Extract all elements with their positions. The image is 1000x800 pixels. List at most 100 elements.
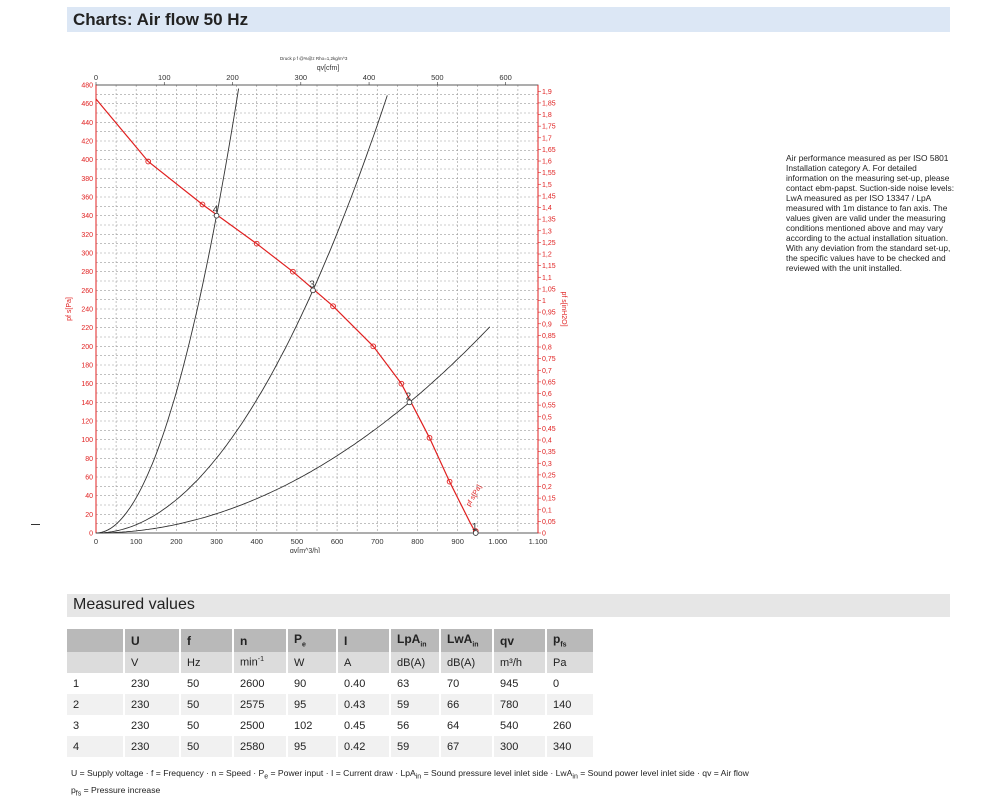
unit-cell: V xyxy=(124,652,181,673)
unit-cell: Pa xyxy=(546,652,595,673)
y-right-tick-label: 1,05 xyxy=(542,286,556,293)
unit-cell: m³/h xyxy=(493,652,547,673)
table-cell: 2500 xyxy=(233,715,288,736)
y-left-tick-label: 420 xyxy=(81,139,93,146)
y-right-tick-label: 0 xyxy=(542,531,546,538)
y-right-tick-label: 1,8 xyxy=(542,112,552,119)
x-tick-label: 0 xyxy=(94,537,98,546)
y-left-tick-label: 220 xyxy=(81,325,93,332)
table-cell: 260 xyxy=(546,715,595,736)
x-axis-label: qv[m^3/h] xyxy=(290,548,320,553)
measurement-note: Air performance measured as per ISO 5801… xyxy=(786,153,955,273)
y-left-tick-label: 240 xyxy=(81,307,93,314)
y-right-tick-label: 0,45 xyxy=(542,426,556,433)
legend-line-1: U = Supply voltage · f = Frequency · n =… xyxy=(71,768,749,781)
curve-marker xyxy=(290,268,296,275)
y-left-tick-label: 80 xyxy=(85,456,93,463)
x-tick-label: 500 xyxy=(291,537,304,546)
airflow-chart: Druck p f @%@z Rho=1,2kg/m^3qv[cfm]0 100 2… xyxy=(66,56,567,553)
operating-point-label: 4 xyxy=(213,205,219,216)
table-cell: 50 xyxy=(180,715,234,736)
operating-point-label: 1 xyxy=(472,522,478,533)
y-left-tick-label: 380 xyxy=(81,176,93,183)
y-right-tick-label: 0,3 xyxy=(542,461,552,468)
unit-cell: min-1 xyxy=(233,652,288,673)
y-right-tick-label: 1,65 xyxy=(542,147,556,154)
table-cell: 102 xyxy=(287,715,338,736)
y-left-tick-label: 360 xyxy=(81,195,93,202)
y-left-tick-label: 480 xyxy=(81,83,93,90)
y-right-tick-label: 1 xyxy=(542,298,546,305)
x-tick-label: 100 xyxy=(130,537,143,546)
table-cell: 2580 xyxy=(233,736,288,757)
y-left-axis-label: pf s[Pa] xyxy=(66,297,73,321)
y-right-tick-label: 1,85 xyxy=(542,100,556,107)
y-right-tick-label: 1,3 xyxy=(542,228,552,235)
legend-line-2: pfs = Pressure increase xyxy=(71,784,161,798)
operating-point-marker xyxy=(406,399,413,406)
x-tick-label: 400 xyxy=(250,537,263,546)
y-right-tick-label: 1,25 xyxy=(542,240,556,247)
top-tick-label: 500 xyxy=(431,73,444,82)
top-tick-label: 0 xyxy=(94,73,98,82)
operating-point-label: 2 xyxy=(406,391,412,402)
y-left-tick-label: 60 xyxy=(85,475,93,482)
system-resistance-curve xyxy=(96,95,388,534)
table-units-row: V Hz min-1 W A dB(A) dB(A) m³/h Pa xyxy=(67,652,595,673)
y-left-tick-label: 180 xyxy=(81,363,93,370)
col-header-pressure: pfs xyxy=(546,629,595,652)
operating-point-marker xyxy=(213,212,220,219)
table-cell: 230 xyxy=(124,736,181,757)
y-right-tick-label: 1,35 xyxy=(542,217,556,224)
table-cell: 95 xyxy=(287,694,338,715)
y-left-tick-label: 200 xyxy=(81,344,93,351)
y-right-tick-label: 1,1 xyxy=(542,275,552,282)
table-cell: 140 xyxy=(546,694,595,715)
table-cell: 90 xyxy=(287,673,338,694)
y-right-axis-label: pf s[inH2O] xyxy=(560,291,567,326)
x-tick-label: 200 xyxy=(170,537,183,546)
unit-cell: dB(A) xyxy=(390,652,441,673)
table-row: 2 230 50 2575 95 0.43 59 66 780 140 xyxy=(67,694,595,715)
top-tick-label: 200 xyxy=(226,73,239,82)
table-cell: 0.40 xyxy=(337,673,391,694)
y-left-tick-label: 400 xyxy=(81,157,93,164)
table-cell: 540 xyxy=(493,715,547,736)
x-tick-label: 800 xyxy=(411,537,424,546)
unit-cell: A xyxy=(337,652,391,673)
table-cell: 945 xyxy=(493,673,547,694)
table-cell: 1 xyxy=(67,673,125,694)
y-right-tick-label: 1,4 xyxy=(542,205,552,212)
y-right-tick-label: 1,9 xyxy=(542,89,552,96)
top-tick-label: 100 xyxy=(158,73,171,82)
table-cell: 4 xyxy=(67,736,125,757)
y-right-tick-label: 0,2 xyxy=(542,484,552,491)
y-right-tick-label: 0,6 xyxy=(542,391,552,398)
table-cell: 63 xyxy=(390,673,441,694)
table-cell: 66 xyxy=(440,694,494,715)
top-tick-label: 600 xyxy=(499,73,512,82)
x-tick-label: 1.000 xyxy=(488,537,507,546)
curve-marker xyxy=(426,434,433,441)
col-header-lpa: LpAin xyxy=(390,629,441,652)
table-cell: 0 xyxy=(546,673,595,694)
operating-point-marker xyxy=(310,287,316,294)
col-header-index xyxy=(67,629,125,652)
curve-marker xyxy=(398,380,405,387)
table-cell: 230 xyxy=(124,715,181,736)
y-right-tick-label: 0,4 xyxy=(542,438,552,445)
separator-dash xyxy=(31,524,40,525)
measured-values-header: Measured values xyxy=(67,594,950,617)
operating-point-marker xyxy=(472,530,479,536)
col-header-lwa: LwAin xyxy=(440,629,494,652)
table-cell: 780 xyxy=(493,694,547,715)
measured-values-title: Measured values xyxy=(73,596,195,613)
table-cell: 59 xyxy=(390,694,441,715)
table-cell: 50 xyxy=(180,673,234,694)
table-cell: 64 xyxy=(440,715,494,736)
table-cell: 300 xyxy=(493,736,547,757)
y-left-tick-label: 20 xyxy=(85,512,93,519)
y-right-tick-label: 1,2 xyxy=(542,252,552,259)
col-header-speed: n xyxy=(233,629,288,652)
table-cell: 0.45 xyxy=(337,715,391,736)
